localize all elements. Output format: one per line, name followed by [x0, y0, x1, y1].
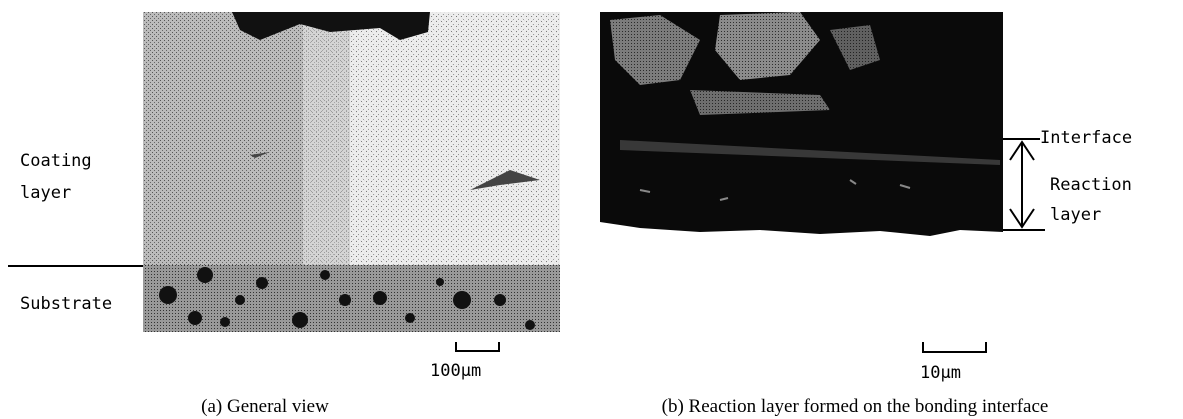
- micrograph-a: [143, 12, 560, 332]
- micrograph-b: [600, 12, 1003, 236]
- scale-bar: [455, 342, 500, 352]
- label: Reaction: [1050, 175, 1132, 195]
- caption: (a) General view: [201, 396, 329, 417]
- arrow: [1009, 140, 1035, 229]
- scale-bar: [922, 342, 987, 353]
- caption: (b) Reaction layer formed on the bonding…: [662, 396, 1049, 417]
- label: layer: [1050, 205, 1101, 225]
- label: layer: [20, 183, 71, 203]
- label: Substrate: [20, 294, 112, 314]
- label: Interface: [1040, 128, 1132, 148]
- scale-label: 10μm: [920, 363, 961, 383]
- label: Coating: [20, 151, 92, 171]
- scale-label: 100μm: [430, 361, 481, 381]
